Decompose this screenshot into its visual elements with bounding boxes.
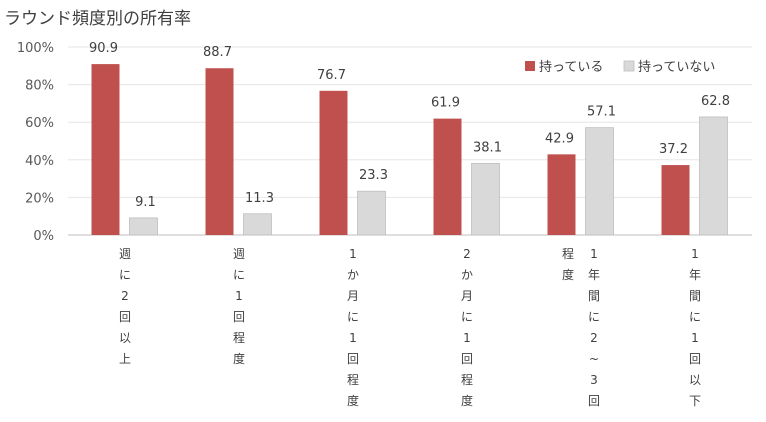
x-tick-label: 1	[691, 247, 699, 261]
y-tick-label: 80%	[25, 79, 54, 94]
data-label: 11.3	[245, 191, 274, 206]
x-tick-label: 以	[119, 331, 131, 345]
x-tick-label: に	[461, 310, 473, 324]
data-label: 90.9	[89, 41, 118, 56]
x-tick-label: に	[588, 310, 600, 324]
x-tick-label: 1	[691, 331, 699, 345]
y-tick-label: 100%	[17, 41, 54, 56]
bar	[319, 90, 348, 235]
data-label: 37.2	[659, 142, 688, 157]
x-tick-label: 月	[347, 289, 359, 303]
x-tick-label: に	[233, 268, 245, 282]
bar	[433, 118, 462, 235]
data-label: 88.7	[203, 45, 232, 60]
bar	[357, 190, 386, 236]
x-tick-label: 1	[349, 247, 357, 261]
bar	[471, 162, 500, 236]
x-tick-label: 度	[347, 393, 359, 408]
data-label: 76.7	[317, 68, 346, 83]
x-tick-label: か	[461, 268, 473, 282]
x-tick-label: 週	[119, 247, 131, 261]
data-label: 61.9	[431, 96, 460, 111]
bar	[547, 154, 576, 235]
x-tick-label: 以	[689, 373, 701, 387]
x-tick-label: 回	[689, 352, 701, 366]
x-tick-label: 間	[689, 289, 701, 303]
y-tick-label: 0%	[33, 229, 54, 244]
legend-label: 持っていない	[638, 60, 715, 75]
x-tick-label: 程	[347, 372, 359, 387]
bar	[585, 127, 614, 236]
x-tick-label: 下	[689, 394, 701, 408]
x-tick-label: 年	[689, 268, 701, 282]
legend-swatch	[623, 60, 635, 72]
x-tick-label: 年	[588, 268, 600, 282]
data-label: 62.8	[701, 94, 730, 109]
data-label: 57.1	[587, 105, 616, 120]
x-tick-label: 月	[461, 289, 473, 303]
data-label: 9.1	[135, 195, 156, 210]
bar	[243, 213, 272, 236]
x-tick-label: 回	[233, 310, 245, 324]
x-tick-label: 1	[463, 331, 471, 345]
x-tick-label: 度	[233, 351, 245, 366]
y-tick-label: 40%	[25, 154, 54, 169]
x-tick-label: 1	[235, 289, 243, 303]
x-tick-label: 回	[588, 394, 600, 408]
x-tick-label: 程	[562, 246, 574, 261]
bar	[91, 64, 120, 235]
chart-title: ラウンド頻度別の所有率	[4, 9, 191, 29]
bar	[661, 165, 690, 235]
x-tick-label: ~	[589, 352, 599, 366]
data-label: 23.3	[359, 168, 388, 183]
x-tick-label: 1	[590, 247, 598, 261]
x-tick-label: 週	[233, 247, 245, 261]
x-tick-label: 2	[463, 247, 471, 261]
x-tick-label: に	[689, 310, 701, 324]
x-tick-label: 回	[347, 352, 359, 366]
x-tick-label: 2	[121, 289, 129, 303]
x-tick-label: 1	[349, 331, 357, 345]
bar	[699, 116, 728, 236]
x-tick-label: 度	[562, 267, 574, 282]
bar	[205, 68, 234, 235]
data-label: 38.1	[473, 140, 502, 155]
data-label: 42.9	[545, 131, 574, 146]
x-tick-label: 上	[119, 352, 131, 366]
x-tick-label: に	[119, 268, 131, 282]
x-tick-label: 度	[461, 393, 473, 408]
x-tick-label: 2	[590, 331, 598, 345]
x-tick-label: 程	[233, 330, 245, 345]
x-tick-label: 程	[461, 372, 473, 387]
legend-swatch	[525, 61, 535, 71]
x-tick-label: 3	[590, 373, 598, 387]
x-tick-label: 回	[119, 310, 131, 324]
x-tick-label: か	[347, 268, 359, 282]
legend-label: 持っている	[539, 60, 603, 75]
y-tick-label: 20%	[25, 191, 54, 206]
bar	[129, 217, 158, 236]
x-tick-label: 回	[461, 352, 473, 366]
x-tick-label: に	[347, 310, 359, 324]
x-tick-label: 間	[588, 289, 600, 303]
y-tick-label: 60%	[25, 116, 54, 131]
